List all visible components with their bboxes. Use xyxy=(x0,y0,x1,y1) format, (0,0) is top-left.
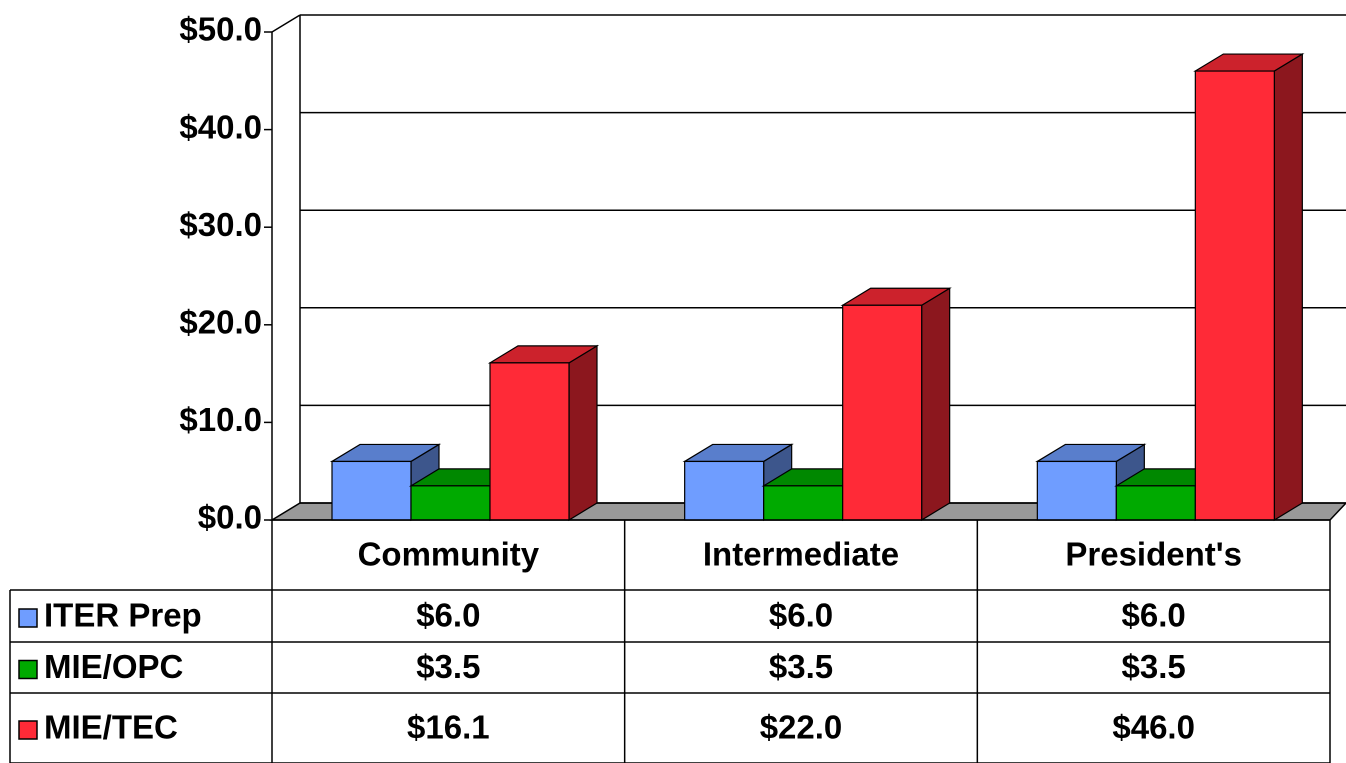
category-label: Community xyxy=(358,536,540,573)
table-value: $3.5 xyxy=(769,648,833,685)
legend-swatch xyxy=(18,720,38,740)
legend-label: ITER Prep xyxy=(44,597,202,634)
y-tick-label: $0.0 xyxy=(198,499,262,536)
bar xyxy=(1194,70,1275,521)
side-top xyxy=(271,14,301,33)
table-value: $3.5 xyxy=(416,648,480,685)
table-value: $6.0 xyxy=(1122,597,1186,634)
y-tick-label: $30.0 xyxy=(179,206,262,243)
table-value: $6.0 xyxy=(416,597,480,634)
legend-swatch xyxy=(18,608,38,628)
legend-label: MIE/OPC xyxy=(44,648,183,685)
bar xyxy=(1036,460,1117,521)
y-tick-label: $10.0 xyxy=(179,401,262,438)
bar xyxy=(331,460,412,521)
table-value: $16.1 xyxy=(407,709,490,746)
category-label: Intermediate xyxy=(703,536,899,573)
category-label: President's xyxy=(1065,536,1242,573)
legend-swatch xyxy=(18,659,38,680)
bar-side xyxy=(1273,52,1303,522)
bar xyxy=(489,362,570,521)
bar-side xyxy=(568,344,598,522)
bar-side xyxy=(921,287,951,522)
bar xyxy=(763,485,844,521)
y-tick-label: $20.0 xyxy=(179,304,262,341)
bar xyxy=(1115,485,1196,521)
y-tick-label: $40.0 xyxy=(179,108,262,145)
table-value: $3.5 xyxy=(1122,648,1186,685)
y-tick-label: $50.0 xyxy=(179,11,262,48)
legend-label: MIE/TEC xyxy=(44,709,178,746)
bar xyxy=(842,304,923,521)
bar xyxy=(684,460,765,521)
table-value: $46.0 xyxy=(1112,709,1195,746)
bar xyxy=(410,485,491,521)
table-value: $6.0 xyxy=(769,597,833,634)
table-value: $22.0 xyxy=(760,709,843,746)
